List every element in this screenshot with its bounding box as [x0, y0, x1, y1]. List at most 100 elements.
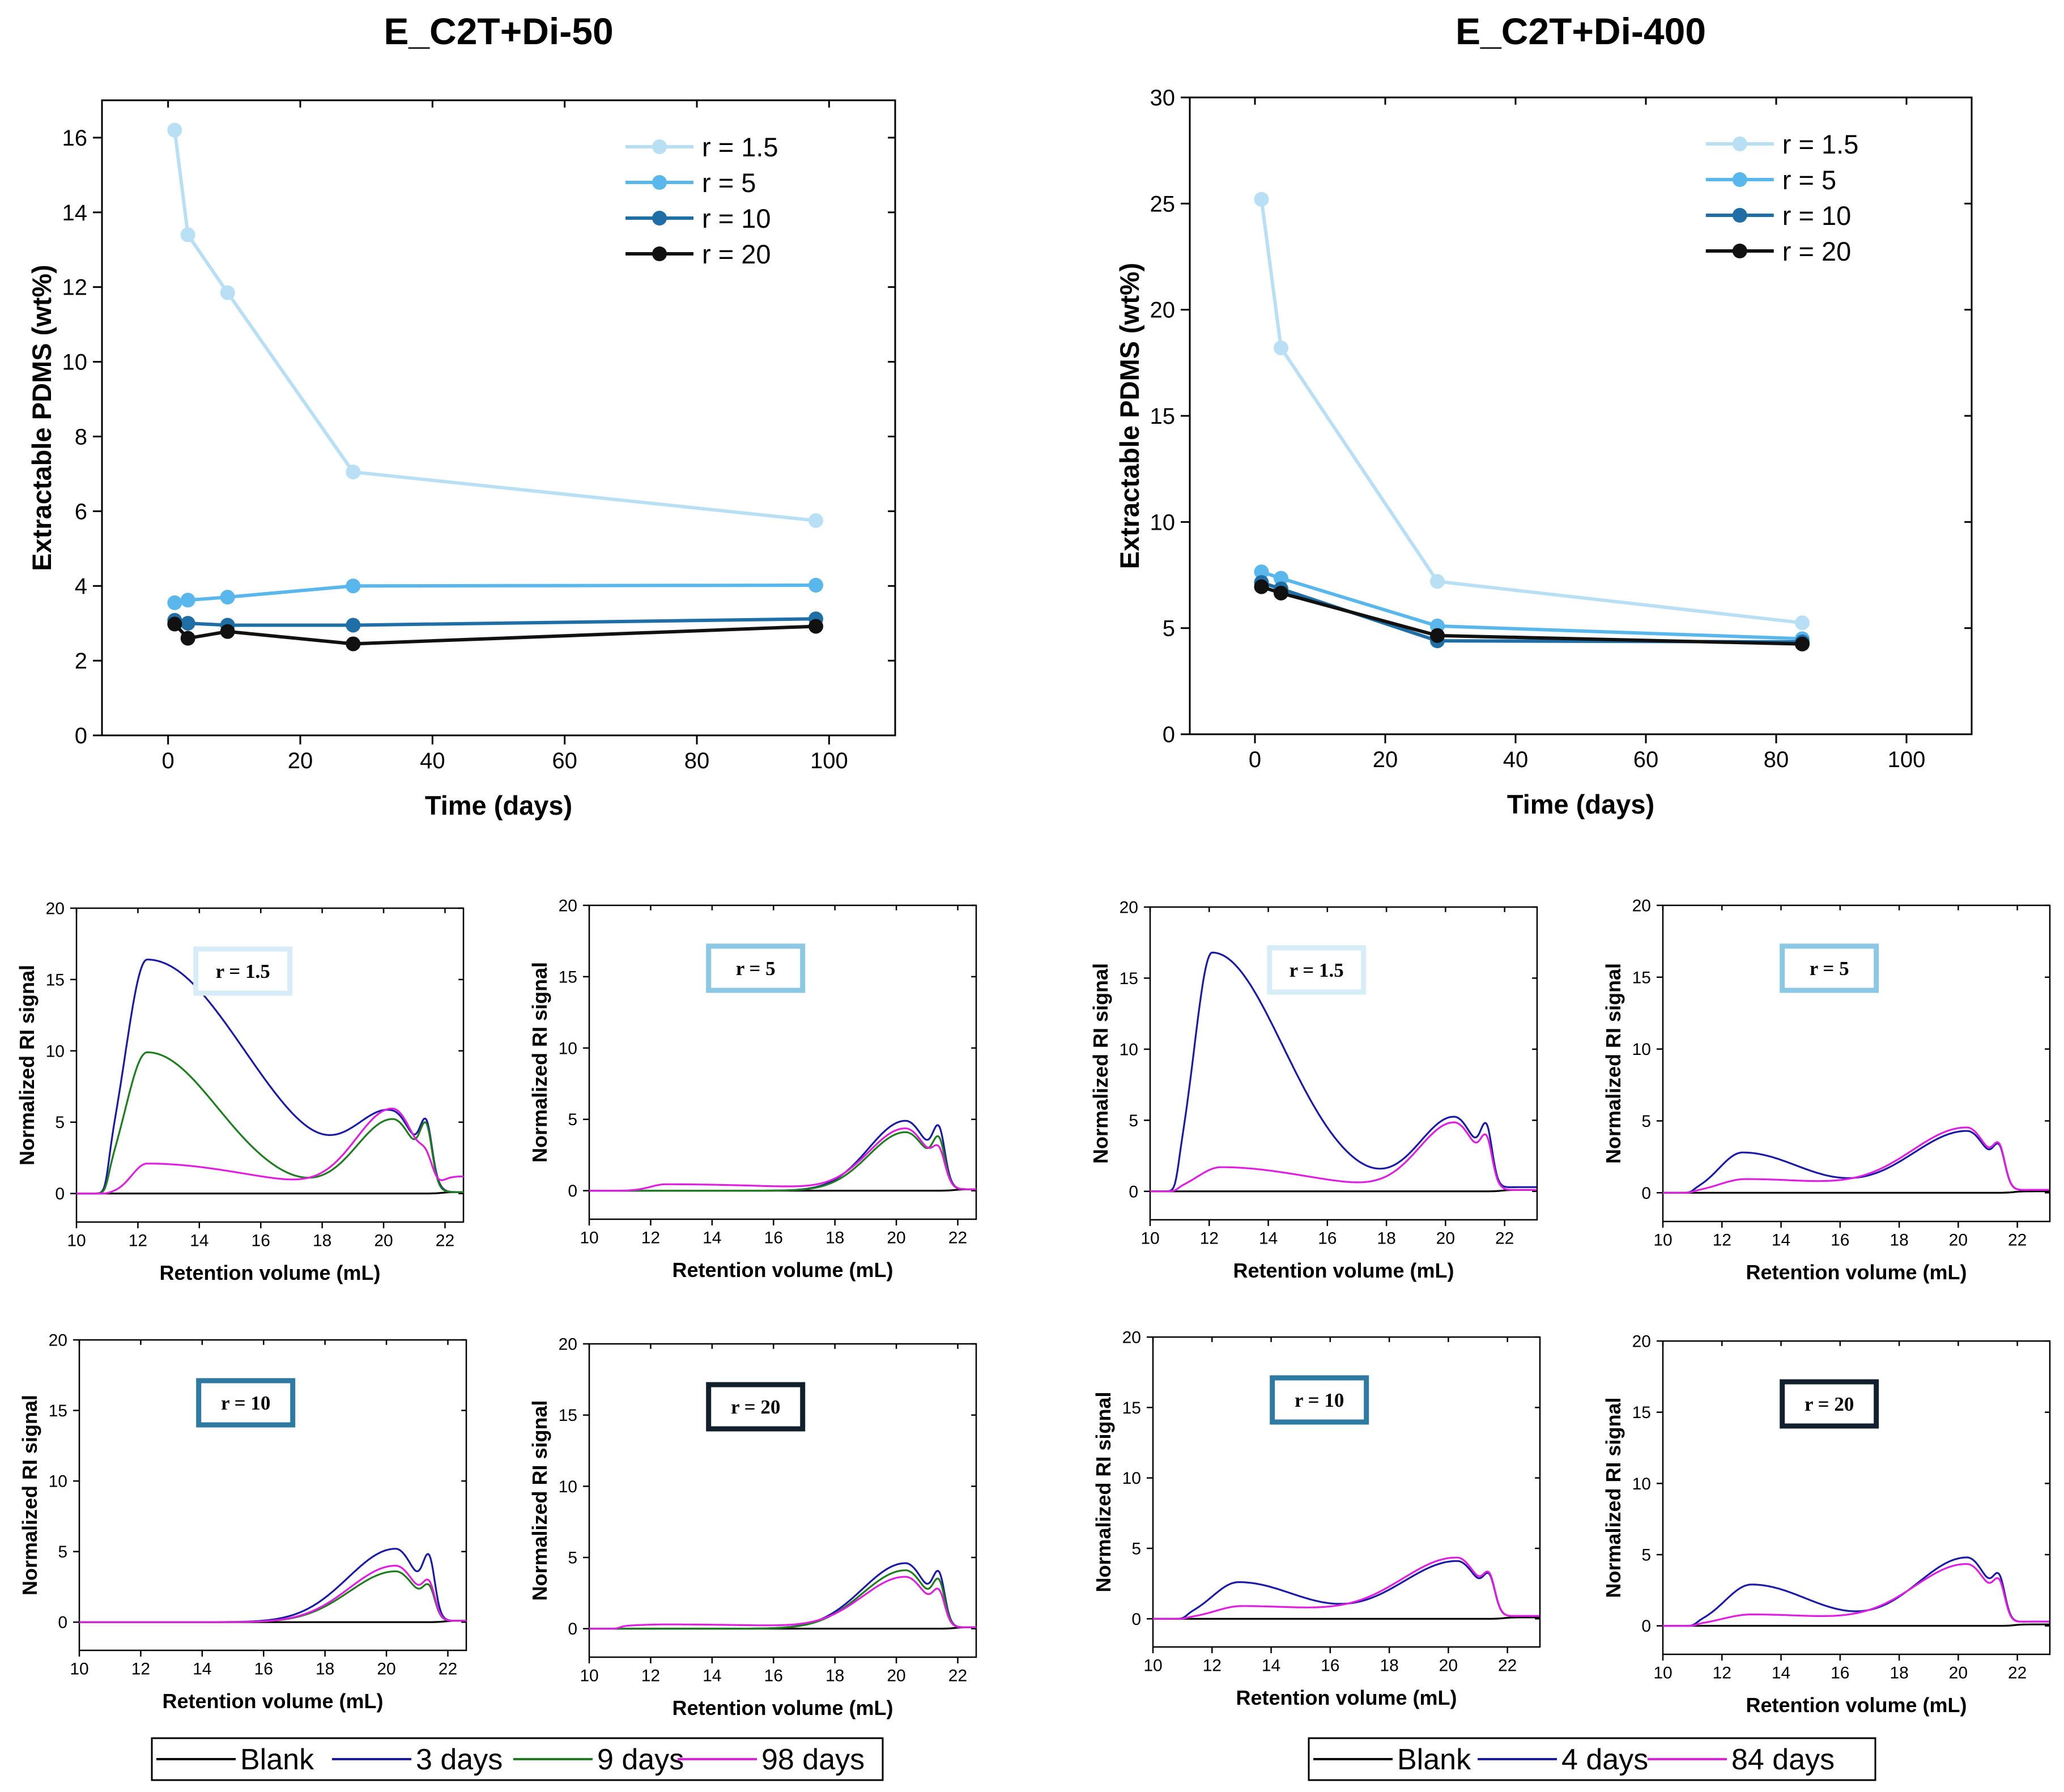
plot-frame: [101, 99, 896, 737]
series-curve-blank: [1663, 1190, 2049, 1194]
x-axis-label: Retention volume (mL): [162, 1689, 383, 1713]
x-tick-label: 18: [1380, 1657, 1398, 1675]
y-tick-label: 20: [1150, 298, 1176, 323]
chart-gpc-50-r20: 10 12 14 16 18 20 22 0 5 10 15 20 Retention volume (…: [528, 1335, 977, 1719]
series-label-box: [1270, 1375, 1369, 1425]
plot-frame: [1662, 1340, 2051, 1655]
x-tick-label: 10: [1143, 1657, 1162, 1675]
legend-label: r = 20: [702, 239, 771, 269]
y-axis-label: Extractable PDMS (wt%): [27, 265, 57, 571]
data-point: [167, 616, 182, 632]
x-tick-label: 40: [1503, 747, 1529, 772]
curve-group: [589, 1562, 976, 1630]
x-tick-label: 22: [2008, 1664, 2027, 1683]
y-tick-label: 16: [62, 126, 88, 151]
x-tick-label: 10: [580, 1667, 598, 1685]
x-tick-label: 16: [764, 1667, 783, 1685]
data-point: [220, 285, 235, 300]
x-tick-label: 40: [420, 748, 445, 773]
y-tick-label: 10: [1632, 1040, 1651, 1059]
x-tick-label: 20: [377, 1660, 395, 1679]
x-tick-label: 10: [1653, 1664, 1672, 1683]
data-point: [180, 227, 195, 242]
chart-title: E_C2T+Di-50: [384, 10, 613, 52]
y-tick-label: 2: [75, 649, 87, 674]
legend-label: r = 20: [1782, 236, 1852, 266]
y-tick-label: 25: [1150, 191, 1176, 216]
y-axis-label: Normalized RI signal: [1602, 963, 1625, 1164]
legend-label: 9 days: [597, 1743, 684, 1776]
x-tick-label: 22: [948, 1667, 967, 1685]
x-tick-label: 12: [129, 1232, 147, 1250]
series-curve-blank: [1663, 1623, 2049, 1627]
curve-group: [589, 1120, 976, 1192]
y-axis-label: Normalized RI signal: [18, 1395, 41, 1595]
legend-right: Blank 4 days 84 days: [1308, 1737, 1876, 1781]
data-point: [1430, 628, 1445, 643]
y-axis-label: Normalized RI signal: [15, 965, 39, 1165]
data-point: [346, 618, 361, 633]
y-tick-label: 10: [49, 1472, 67, 1491]
y-tick-label: 5: [568, 1549, 577, 1568]
series-curve-blank: [76, 1191, 463, 1195]
data-point: [1254, 579, 1269, 594]
chart-gpc-50-r1.5: 10 12 14 16 18 20 22 0 5 10 15 20 Retention volume (…: [15, 900, 465, 1284]
y-tick-label: 5: [1163, 616, 1175, 641]
y-tick-label: 4: [75, 574, 87, 599]
y-tick-label: 30: [1150, 86, 1176, 110]
x-tick-label: 14: [1772, 1231, 1790, 1250]
series-label-box: [706, 943, 806, 993]
data-point: [1254, 191, 1269, 207]
y-tick-label: 10: [62, 350, 88, 375]
legend-label: Blank: [1397, 1743, 1471, 1776]
series-curve-3-days: [589, 1120, 976, 1192]
y-tick-label: 10: [46, 1042, 65, 1061]
series-label-box: [706, 1382, 806, 1432]
series-line: [1259, 199, 1803, 625]
x-tick-label: 14: [190, 1232, 208, 1250]
y-tick-label: 0: [55, 1185, 65, 1203]
x-tick-label: 0: [162, 748, 175, 773]
series-label: r = 1.5: [216, 960, 270, 982]
series-label-box: [196, 1378, 296, 1428]
x-axis-label: Retention volume (mL): [1233, 1259, 1454, 1282]
x-tick-label: 16: [1831, 1664, 1849, 1683]
y-tick-label: 15: [1632, 1403, 1651, 1422]
x-axis-label: Retention volume (mL): [1236, 1686, 1457, 1709]
legend-marker: [1732, 137, 1747, 151]
series-label: r = 5: [736, 957, 776, 980]
y-tick-label: 15: [1122, 1399, 1141, 1418]
x-axis-label: Time (days): [425, 790, 572, 820]
x-tick-label: 100: [810, 748, 848, 773]
x-tick-label: 20: [887, 1229, 905, 1248]
data-point: [167, 122, 182, 138]
series-curve-84-days: [1153, 1556, 1539, 1620]
plot-frame: [588, 904, 977, 1220]
legend-marker: [652, 139, 667, 154]
x-tick-label: 80: [684, 748, 710, 773]
y-tick-label: 0: [568, 1620, 577, 1638]
series-curve-9-days: [589, 1569, 976, 1630]
series-label-box: [1780, 1379, 1879, 1429]
curve-group: [1663, 1556, 2049, 1627]
y-tick-label: 10: [559, 1039, 577, 1058]
chart-extract-400: E_C2T+Di-400 0 20 40 60 80 100 0 5 10 15 20 25 30 Time…: [1114, 10, 1973, 819]
x-tick-label: 12: [641, 1229, 660, 1248]
chart-gpc-400-r10: 10 12 14 16 18 20 22 0 5 10 15 20 Retention volume (…: [1092, 1329, 1541, 1709]
curve-group: [1150, 951, 1537, 1193]
legend-marker: [652, 246, 667, 261]
x-tick-label: 10: [1653, 1231, 1672, 1250]
y-tick-label: 0: [1129, 1182, 1138, 1201]
x-tick-label: 22: [436, 1232, 454, 1250]
chart-extract-50: E_C2T+Di-50 0 20 40 60 80 100 0 2 4 6 8 10 12 14 16 Time…: [27, 10, 896, 820]
x-tick-label: 16: [254, 1660, 273, 1679]
chart-gpc-50-r10: 10 12 14 16 18 20 22 0 5 10 15 20 Retention volume (…: [18, 1331, 467, 1713]
x-tick-label: 18: [825, 1667, 844, 1685]
x-tick-label: 18: [1377, 1229, 1395, 1248]
x-tick-label: 12: [641, 1667, 660, 1685]
legend-label: 84 days: [1731, 1743, 1835, 1776]
x-tick-label: 10: [580, 1229, 598, 1248]
series-curve-4-days: [1153, 1560, 1539, 1620]
data-point: [180, 593, 195, 608]
